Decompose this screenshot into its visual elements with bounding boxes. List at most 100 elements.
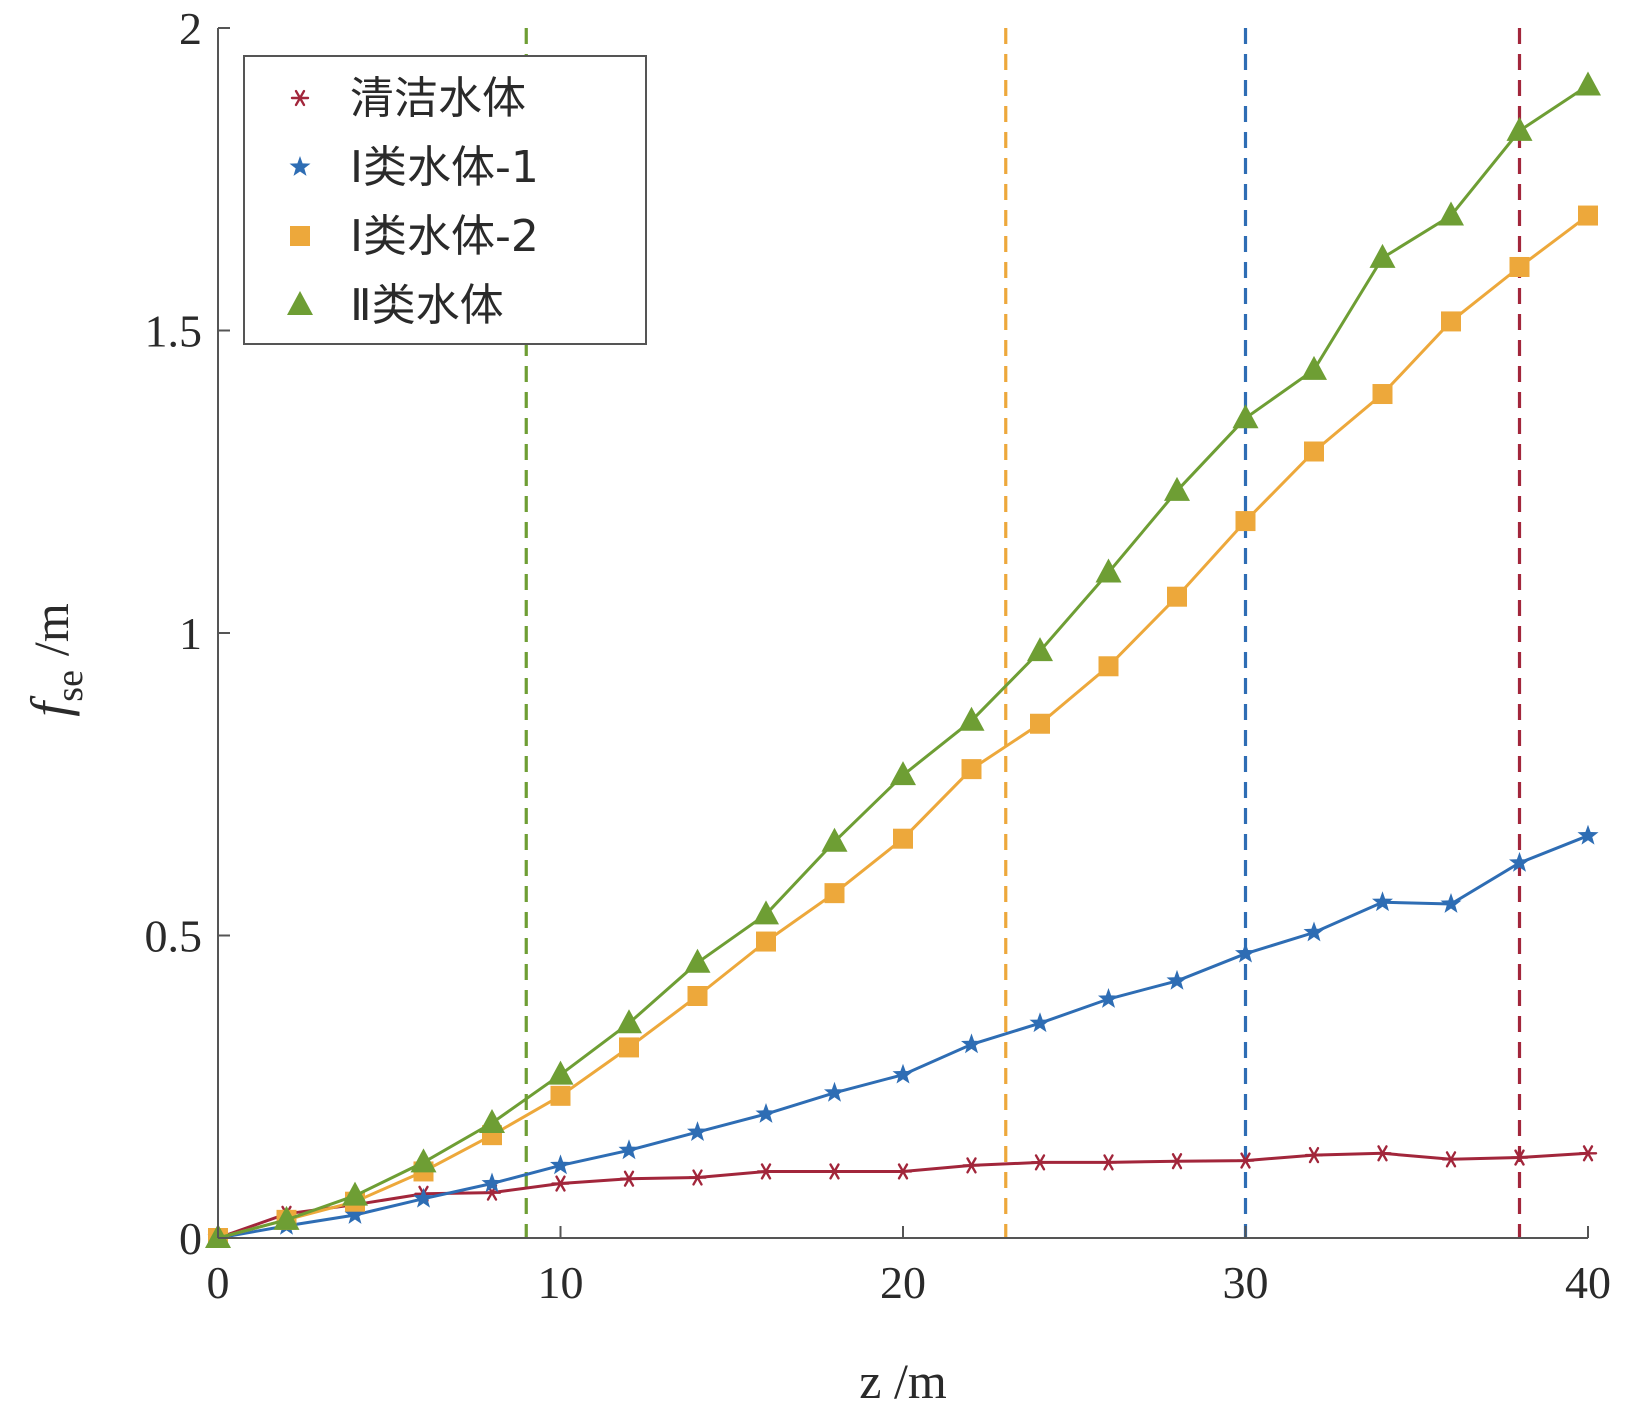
series-2-point [1509, 256, 1530, 277]
series-0-point [962, 1157, 981, 1174]
series-2-point [687, 986, 708, 1006]
series-1-point [1509, 851, 1530, 872]
series-3-point [1575, 71, 1601, 96]
tick-labels: 00.511.520 10 20 30 40 [145, 3, 1612, 1308]
y-axis-title: fse/m [20, 603, 91, 717]
x-tick-label: 20 [880, 1257, 926, 1308]
series-1-point [1440, 893, 1462, 913]
series-0-point-stroke [1582, 1145, 1594, 1162]
series-1-point [687, 1121, 708, 1141]
series-3-point [821, 827, 848, 852]
series-0-point [1236, 1152, 1255, 1169]
y-axis-title-sub: se [49, 670, 91, 702]
axes [217, 27, 1589, 1239]
series-0-point-stroke [1377, 1145, 1388, 1162]
reference-lines [524, 28, 1522, 1238]
series-3-point [890, 761, 916, 786]
series-3-point [1164, 476, 1190, 501]
series-1-point [892, 1063, 914, 1084]
y-tick-label: 2 [179, 3, 202, 54]
y-tick-label: 0.5 [145, 911, 203, 962]
legend-label-1: Ⅰ类水体-1 [350, 142, 539, 193]
series-0-point-stroke [1445, 1151, 1457, 1168]
series-3-point [1369, 243, 1396, 268]
series-0-point-stroke [1034, 1154, 1046, 1171]
series-3-point [958, 706, 985, 731]
series-0-point-stroke [1240, 1152, 1251, 1169]
series-1-point [481, 1172, 503, 1193]
series-3 [205, 71, 1601, 1248]
legend-label-2: Ⅰ类水体-2 [350, 211, 539, 262]
x-tick-label: 10 [538, 1257, 584, 1308]
series-0-point-stroke [760, 1163, 772, 1180]
series-0-point [551, 1175, 570, 1192]
series-1-point [1166, 969, 1188, 990]
legend-label-3: Ⅱ类水体 [350, 280, 504, 331]
series-3-point [684, 948, 711, 973]
series-0-point-stroke [1514, 1149, 1525, 1166]
series-2 [208, 205, 1598, 1248]
legend-box [243, 55, 647, 345]
series-0-point [1441, 1151, 1461, 1168]
series-0-point [825, 1163, 844, 1180]
series-0-point [1373, 1145, 1392, 1162]
x-tick-label: 0 [207, 1257, 230, 1308]
series-2-point [1030, 713, 1050, 734]
series-1-point [755, 1103, 777, 1123]
legend-label-0: 清洁水体 [350, 73, 526, 124]
series-3-point [1506, 116, 1533, 141]
legend-marker-2 [290, 226, 310, 246]
series-1-point [1098, 988, 1119, 1008]
series-0-point [1030, 1154, 1050, 1171]
series-2-point [1098, 656, 1119, 677]
series-1 [207, 824, 1599, 1247]
series-2-point [1304, 441, 1324, 462]
series-0-point-stroke [829, 1163, 840, 1180]
series-1-point [413, 1187, 434, 1208]
legend: 清洁水体 Ⅰ类水体-1 Ⅰ类水体-2 Ⅱ类水体 [243, 55, 647, 345]
y-axis-title-unit: /m [23, 603, 79, 656]
series-2-point [1441, 311, 1461, 332]
series-0-point-stroke [1103, 1154, 1114, 1171]
svg-text:fse/m: fse/m [20, 603, 91, 717]
series-2-point [1235, 511, 1256, 532]
series-2-point [756, 931, 776, 952]
series-3-point [479, 1109, 505, 1134]
series-3-point [1438, 201, 1464, 226]
x-tick-label: 30 [1223, 1257, 1269, 1308]
y-tick-label: 0 [179, 1213, 202, 1264]
series-2-point [1372, 384, 1393, 405]
legend-marker-0 [290, 89, 310, 107]
series-2-point [550, 1085, 571, 1106]
series-0-point [756, 1163, 776, 1180]
series-0-point [1099, 1154, 1118, 1171]
series-3-point [1301, 355, 1327, 380]
series-2-point [1578, 205, 1598, 226]
series-0-point [619, 1170, 639, 1187]
series-0-point-stroke [692, 1169, 703, 1186]
series-0-point [893, 1163, 913, 1180]
series-2-point [893, 828, 913, 849]
series-1-point [550, 1154, 571, 1175]
series-0-point [1510, 1149, 1529, 1166]
series-3-point [616, 1009, 642, 1034]
series-3-point [1232, 404, 1259, 429]
series-1-point [1577, 824, 1599, 845]
series-0-point [688, 1169, 707, 1186]
x-axis-title: z /m [859, 1353, 947, 1409]
series-2-point [619, 1037, 639, 1058]
series-1-point [1029, 1012, 1051, 1033]
series-1-point [344, 1204, 366, 1224]
series-3-point [1095, 558, 1122, 583]
legend-marker-3 [287, 291, 313, 315]
series-2-point [1167, 586, 1187, 607]
series-0-point [1304, 1146, 1324, 1164]
series-1-point [824, 1081, 845, 1102]
series-3-point [273, 1205, 300, 1230]
series-3-point [1027, 637, 1053, 662]
series-3-point [410, 1148, 437, 1173]
series-2-point [824, 883, 845, 904]
series-2-point [961, 759, 982, 780]
series-0-point [1578, 1145, 1598, 1162]
